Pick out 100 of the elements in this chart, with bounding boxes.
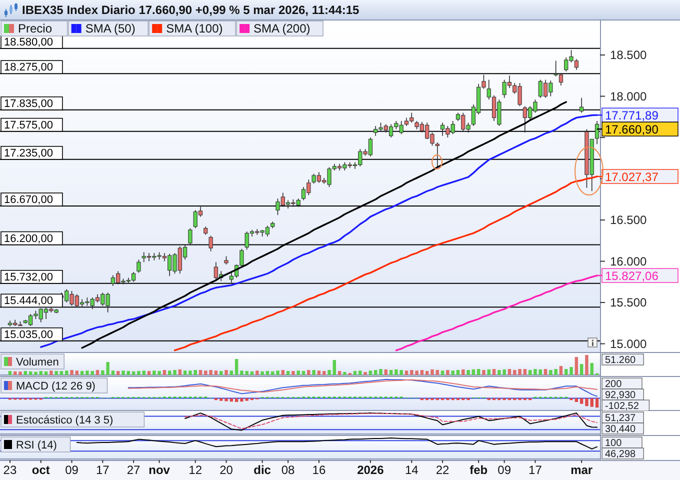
x-tick-label: 17: [528, 463, 542, 477]
bar: [585, 355, 588, 375]
bar: [451, 370, 454, 375]
candlestick: [208, 235, 213, 252]
x-tick-label: feb: [470, 463, 488, 477]
bar: [214, 370, 218, 375]
y-tick-label: 18.000: [610, 89, 648, 104]
bar: [564, 369, 568, 375]
bar: [528, 370, 532, 375]
bar: [462, 369, 465, 375]
ref-line-label: 17.575,00: [4, 119, 53, 132]
bar: [276, 370, 280, 375]
bar: [292, 371, 295, 375]
bar: [178, 369, 182, 375]
chart-title: IBEX35 Index Diario 17.660,90 +0,99 % 5 mar 2026, 11:44:15: [22, 3, 360, 17]
text: 200: [605, 379, 622, 390]
bar: [281, 370, 284, 375]
text: 30,440: [605, 424, 636, 436]
bar: [513, 370, 516, 375]
bar: [508, 369, 512, 375]
bar: [256, 370, 259, 375]
bar: [111, 370, 115, 375]
bar: [482, 370, 486, 375]
x-tick-label: 14: [404, 463, 419, 477]
bar: [116, 371, 120, 375]
bar: [70, 370, 74, 375]
bar: [8, 371, 12, 375]
bar: [18, 372, 22, 375]
bar: [168, 370, 172, 375]
bar: [420, 370, 424, 375]
x-tick-label: oct: [32, 463, 50, 477]
x-tick-label: 22: [436, 463, 450, 477]
bar: [183, 370, 187, 375]
bar: [430, 369, 434, 375]
bar: [96, 370, 100, 375]
y-tick-label: 16.500: [610, 213, 648, 227]
x-tick-label: 12: [188, 463, 202, 477]
y-tick-label: 15.000: [610, 336, 648, 351]
ref-line-label: 15.035,00: [4, 328, 53, 341]
bar: [224, 370, 228, 375]
legend-label: Precio: [18, 22, 52, 36]
bar: [250, 371, 254, 375]
legend-label: SMA (50): [85, 22, 136, 36]
text: 17.660,90: [605, 122, 658, 136]
text: 51.260: [605, 355, 636, 366]
bar: [410, 370, 414, 375]
bar: [260, 371, 264, 375]
bar: [230, 370, 234, 375]
bar: [147, 371, 151, 375]
bar: [466, 370, 470, 375]
bar: [343, 372, 346, 375]
legend-label: SMA (100): [166, 22, 223, 36]
bar: [580, 364, 584, 375]
bar: [353, 371, 357, 375]
bar: [436, 370, 439, 375]
x-tick-label: dic: [254, 463, 272, 477]
bar: [544, 369, 548, 375]
bar: [487, 369, 490, 375]
bar: [328, 370, 331, 375]
bar: [39, 371, 42, 375]
bar: [80, 371, 84, 375]
bar: [86, 370, 89, 375]
bar: [188, 370, 192, 375]
x-tick-label: 23: [3, 463, 17, 477]
ref-line-label: 17.235,00: [4, 147, 53, 160]
bar: [590, 363, 594, 375]
bar: [570, 367, 573, 375]
x-tick-label: 2026: [357, 463, 384, 477]
bar: [126, 371, 130, 375]
bar: [389, 370, 393, 375]
bar: [446, 370, 450, 375]
x-tick-label: 09: [498, 463, 512, 477]
bar: [302, 371, 306, 375]
bar: [368, 370, 372, 375]
candlestick: [188, 228, 192, 246]
bar: [198, 370, 202, 375]
bar: [492, 369, 496, 375]
text: -102,52: [605, 401, 640, 412]
bar: [317, 370, 321, 375]
bar: [534, 369, 537, 375]
bar: [364, 372, 367, 375]
bar: [472, 369, 476, 375]
bar: [90, 371, 94, 375]
bar: [34, 372, 38, 375]
text: 46,298: [605, 449, 636, 460]
candlestick: [435, 142, 440, 167]
bar: [286, 371, 290, 375]
bar: [132, 371, 136, 375]
candlestick: [580, 98, 584, 114]
bar: [425, 371, 429, 375]
bar: [296, 370, 300, 375]
bar: [415, 370, 418, 375]
bar: [50, 370, 53, 375]
bar: [374, 370, 378, 375]
candlestick: [136, 259, 141, 274]
bar: [60, 371, 64, 375]
bar: [122, 370, 125, 375]
data-label: 17.027,37: [605, 170, 659, 184]
bar: [162, 370, 166, 375]
ref-line-label: 17.835,00: [4, 98, 53, 110]
